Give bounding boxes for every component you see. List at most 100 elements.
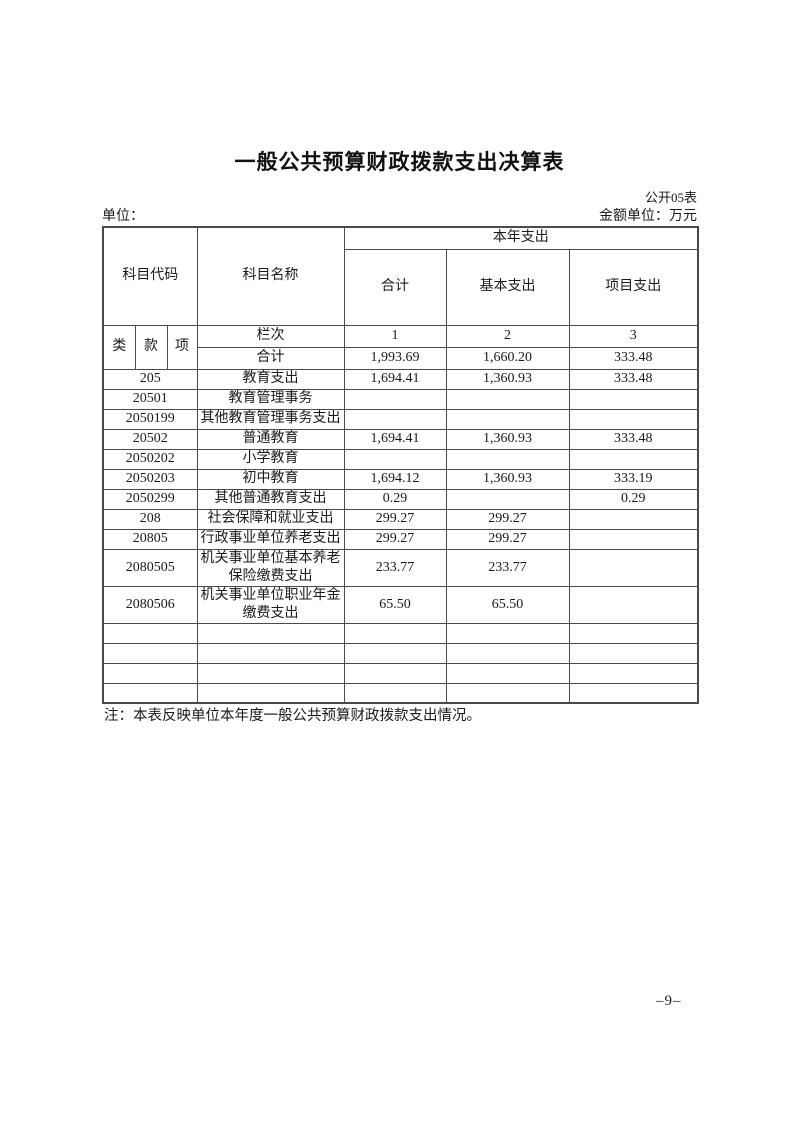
cell-total-value: 1,694.12 [343,468,447,490]
totals-row-label: 合计 [196,346,345,370]
cell-subject-code [102,642,198,664]
cell-subject-name: 行政事业单位养老支出 [196,528,345,550]
cell-basic-value [445,388,570,410]
cell-project-value [568,622,699,644]
table-row [102,622,699,644]
cell-subject-code: 2050299 [102,488,198,510]
cell-total-value [343,642,447,664]
cell-total-value: 1,694.41 [343,428,447,450]
table-row: 2080505 机关事业单位基本养老保险缴费支出 233.77 233.77 [102,548,699,587]
table-row: 205 教育支出 1,694.41 1,360.93 333.48 [102,368,699,390]
cell-project-value [568,585,699,624]
page-number: –9– [656,993,682,1009]
table-row [102,682,699,704]
table-row [102,642,699,664]
column-index-2: 2 [445,324,570,348]
cell-subject-code: 2050202 [102,448,198,470]
cell-subject-name: 小学教育 [196,448,345,470]
col-header-section: 款 [134,324,168,370]
cell-project-value [568,508,699,530]
col-header-basic-expenditure: 基本支出 [445,248,570,326]
cell-project-value: 333.48 [568,368,699,390]
cell-subject-name: 机关事业单位基本养老保险缴费支出 [196,548,345,587]
cell-subject-name: 社会保障和就业支出 [196,508,345,530]
cell-subject-code: 205 [102,368,198,390]
cell-subject-code [102,662,198,684]
col-header-current-year-expenditure: 本年支出 [343,226,699,250]
cell-project-value [568,682,699,704]
cell-basic-value: 233.77 [445,548,570,587]
totals-basic-value: 1,660.20 [445,346,570,370]
expenditure-table: 科目代码 科目名称 本年支出 合计 基本支出 项目支出 类 款 项 栏次 1 2… [102,226,699,704]
cell-subject-code: 2080506 [102,585,198,624]
cell-total-value [343,388,447,410]
cell-subject-name: 教育管理事务 [196,388,345,410]
cell-basic-value [445,622,570,644]
cell-project-value [568,528,699,550]
cell-subject-code: 20501 [102,388,198,410]
cell-basic-value [445,408,570,430]
cell-basic-value: 1,360.93 [445,428,570,450]
column-index-3: 3 [568,324,699,348]
cell-subject-name: 普通教育 [196,428,345,450]
table-row: 208 社会保障和就业支出 299.27 299.27 [102,508,699,530]
col-header-item: 项 [166,324,198,370]
cell-project-value [568,448,699,470]
table-row: 2050202 小学教育 [102,448,699,470]
table-row: 20502 普通教育 1,694.41 1,360.93 333.48 [102,428,699,450]
column-index-1: 1 [343,324,447,348]
cell-basic-value: 299.27 [445,528,570,550]
cell-subject-name: 教育支出 [196,368,345,390]
table-note: 注：本表反映单位本年度一般公共预算财政拨款支出情况。 [104,708,481,724]
table-row: 2050299 其他普通教育支出 0.29 0.29 [102,488,699,510]
cell-total-value [343,682,447,704]
table-row: 2080506 机关事业单位职业年金缴费支出 65.50 65.50 [102,585,699,624]
cell-subject-name: 机关事业单位职业年金缴费支出 [196,585,345,624]
cell-subject-name [196,662,345,684]
header-row-subcolumns: 合计 基本支出 项目支出 [103,248,699,326]
unit-label: 单位： [102,209,144,224]
cell-total-value: 299.27 [343,508,447,530]
cell-basic-value: 65.50 [445,585,570,624]
cell-subject-name: 初中教育 [196,468,345,490]
cell-subject-code: 208 [102,508,198,530]
cell-total-value: 65.50 [343,585,447,624]
cell-project-value [568,548,699,587]
header-row-column-index: 类 款 项 栏次 1 2 3 [102,324,699,370]
cell-basic-value: 1,360.93 [445,468,570,490]
cell-project-value: 333.19 [568,468,699,490]
cell-project-value: 333.48 [568,428,699,450]
cell-basic-value [445,682,570,704]
table-row: 20805 行政事业单位养老支出 299.27 299.27 [102,528,699,550]
totals-row: 合计 1,993.69 1,660.20 333.48 [103,346,699,370]
cell-subject-code [102,622,198,644]
col-header-subject-code: 科目代码 [102,226,198,326]
col-header-project-expenditure: 项目支出 [568,248,699,326]
cell-subject-code: 20805 [102,528,198,550]
amount-unit-label: 金额单位：万元 [599,209,697,224]
totals-project-value: 333.48 [568,346,699,370]
cell-total-value: 233.77 [343,548,447,587]
cell-basic-value [445,662,570,684]
cell-basic-value [445,488,570,510]
cell-basic-value: 299.27 [445,508,570,530]
cell-basic-value [445,448,570,470]
cell-subject-name [196,622,345,644]
col-header-total: 合计 [343,248,447,326]
cell-total-value: 1,694.41 [343,368,447,390]
cell-basic-value [445,642,570,664]
cell-total-value: 299.27 [343,528,447,550]
header-row-group: 科目代码 科目名称 本年支出 [102,226,699,326]
cell-subject-code: 2080505 [102,548,198,587]
table-row: 20501 教育管理事务 [102,388,699,410]
col-header-subject-name: 科目名称 [196,226,345,326]
cell-subject-name [196,682,345,704]
expenditure-table-body: 205 教育支出 1,694.41 1,360.93 333.48 20501 教育管理事务… [102,368,699,704]
cell-basic-value: 1,360.93 [445,368,570,390]
page-content: 一般公共预算财政拨款支出决算表 公开05表 单位： 金额单位：万元 科目代码 科… [102,0,699,725]
cell-subject-name: 其他教育管理事务支出 [196,408,345,430]
table-row: 2050203 初中教育 1,694.12 1,360.93 333.19 [102,468,699,490]
page-title: 一般公共预算财政拨款支出决算表 [234,151,565,174]
table-row [102,662,699,684]
